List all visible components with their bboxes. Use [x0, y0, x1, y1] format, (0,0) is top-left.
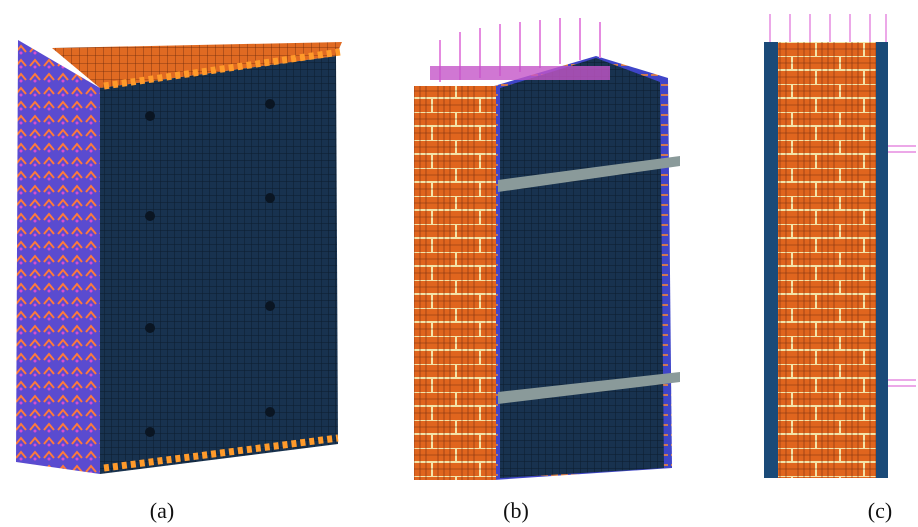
panel-label: (a) — [150, 498, 174, 523]
figure: (a) (b) (c) — [0, 0, 918, 527]
panel-label: (c) — [868, 498, 892, 523]
panel-c — [764, 14, 916, 478]
panel-a — [16, 40, 342, 474]
panel-label: (b) — [503, 498, 529, 523]
panel-b — [414, 18, 680, 480]
